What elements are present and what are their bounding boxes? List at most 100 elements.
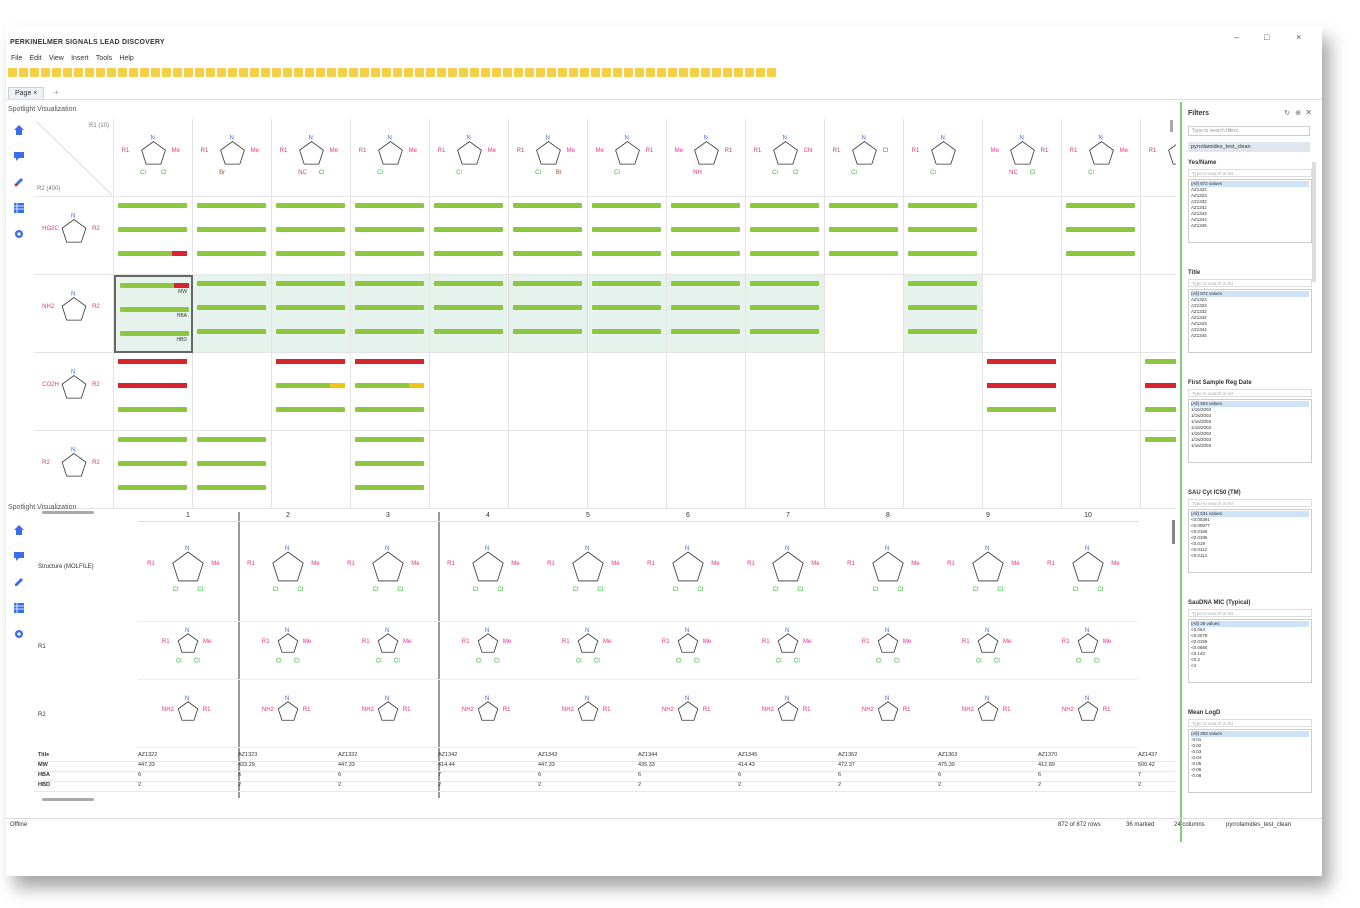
toolbar-button-icon[interactable]: [195, 68, 204, 77]
filter-list-item[interactable]: <0.019: [1191, 541, 1205, 546]
toolbar-button-icon[interactable]: [503, 68, 512, 77]
toolbar-button-icon[interactable]: [74, 68, 83, 77]
toolbar-button-icon[interactable]: [85, 68, 94, 77]
filter-list-item[interactable]: 1/16/2003: [1191, 413, 1212, 418]
toolbar-button-icon[interactable]: [250, 68, 259, 77]
grid-cell[interactable]: [746, 431, 825, 509]
grid-cell[interactable]: [983, 275, 1062, 353]
grid-cell[interactable]: [746, 275, 825, 353]
grid-cell[interactable]: [114, 353, 193, 431]
grid-cell[interactable]: [1062, 353, 1141, 431]
horizontal-scrollbar[interactable]: [42, 511, 94, 514]
grid-cell[interactable]: [825, 197, 904, 275]
grid-cell[interactable]: [1141, 197, 1176, 275]
filter-list-all[interactable]: (All) 293 values: [1191, 731, 1309, 737]
bottom-cell[interactable]: N R1 Me Cl Cl: [1038, 616, 1138, 680]
toolbar-button-icon[interactable]: [393, 68, 402, 77]
grid-cell[interactable]: [904, 431, 983, 509]
filter-list-item[interactable]: <0.0195: [1191, 535, 1208, 540]
table-icon[interactable]: [13, 202, 25, 214]
vertical-scrollbar-bottom[interactable]: [1172, 520, 1175, 544]
bottom-cell[interactable]: N R1 Me Cl Cl: [638, 522, 738, 622]
filter-list-item[interactable]: AZ1344: [1191, 217, 1207, 222]
menu-edit[interactable]: Edit: [29, 55, 42, 62]
bottom-cell[interactable]: N R1 Me Cl Cl: [538, 522, 638, 622]
toolbar-button-icon[interactable]: [569, 68, 578, 77]
toolbar-button-icon[interactable]: [52, 68, 61, 77]
grid-cell[interactable]: [588, 275, 667, 353]
column-header[interactable]: N R1 Me Cl: [430, 119, 509, 197]
toolbar-button-icon[interactable]: [239, 68, 248, 77]
toolbar-button-icon[interactable]: [30, 68, 39, 77]
pin-icon[interactable]: ⊕: [1295, 110, 1301, 117]
bottom-cell[interactable]: N R1 Me Cl Cl: [238, 616, 338, 680]
toolbar-button-icon[interactable]: [668, 68, 677, 77]
home-icon[interactable]: [13, 124, 25, 136]
bottom-column-header[interactable]: 8: [838, 512, 938, 522]
bottom-cell[interactable]: N R1 Me Cl Cl: [438, 616, 538, 680]
bottom-column-header[interactable]: 5: [538, 512, 638, 522]
filter-list-all[interactable]: (All) 872 values: [1191, 181, 1309, 187]
toolbar-button-icon[interactable]: [118, 68, 127, 77]
toolbar-button-icon[interactable]: [107, 68, 116, 77]
toolbar-button-icon[interactable]: [547, 68, 556, 77]
toolbar-button-icon[interactable]: [448, 68, 457, 77]
grid-cell[interactable]: [983, 197, 1062, 275]
bottom-cell[interactable]: N R1 Me Cl Cl: [338, 522, 438, 622]
grid-cell[interactable]: [114, 197, 193, 275]
bottom-cell[interactable]: N R1 Me Cl Cl: [738, 616, 838, 680]
column-header[interactable]: N R1 Me Cl Cl: [114, 119, 193, 197]
bottom-column-header[interactable]: 9: [938, 512, 1038, 522]
grid-cell[interactable]: [351, 431, 430, 509]
toolbar-button-icon[interactable]: [228, 68, 237, 77]
column-header[interactable]: NR1: [1141, 119, 1176, 197]
toolbar-button-icon[interactable]: [745, 68, 754, 77]
column-header[interactable]: N R1 Me Br: [193, 119, 272, 197]
grid-cell[interactable]: [193, 431, 272, 509]
grid-cell[interactable]: [430, 431, 509, 509]
bottom-cell[interactable]: N NH2 R1: [138, 684, 238, 748]
filter-list-item[interactable]: 1/16/2003: [1191, 419, 1212, 424]
filter-table-tag[interactable]: pyrrolamides_test_clean: [1188, 142, 1310, 152]
toolbar-button-icon[interactable]: [635, 68, 644, 77]
grid-cell[interactable]: [114, 431, 193, 509]
filter-list-all[interactable]: (All) 531 values: [1191, 511, 1309, 517]
column-header[interactable]: N R1 Cl: [904, 119, 983, 197]
bottom-cell[interactable]: N R1 Me Cl Cl: [938, 522, 1038, 622]
toolbar-button-icon[interactable]: [723, 68, 732, 77]
bottom-column-header[interactable]: 10: [1038, 512, 1138, 522]
filter-list-item[interactable]: AZ1322: [1191, 187, 1207, 192]
filter-list-item[interactable]: <0.0112: [1191, 547, 1208, 552]
toolbar-button-icon[interactable]: [602, 68, 611, 77]
toolbar-button-icon[interactable]: [690, 68, 699, 77]
toolbar-button-icon[interactable]: [41, 68, 50, 77]
bottom-column-header[interactable]: 4: [438, 512, 538, 522]
grid-cell[interactable]: [904, 197, 983, 275]
filter-list-item[interactable]: <0.143: [1191, 651, 1205, 656]
bottom-cell[interactable]: N R1 Me Cl Cl: [838, 522, 938, 622]
row-header[interactable]: N HO2C R2: [34, 197, 114, 275]
filter-group-title[interactable]: Mean LogD: [1188, 710, 1221, 716]
vertical-scrollbar-top[interactable]: [1170, 120, 1173, 132]
grid-cell[interactable]: [746, 353, 825, 431]
filter-list-item[interactable]: AZ1332: [1191, 199, 1207, 204]
filter-list-all[interactable]: (All) 563 values: [1191, 401, 1309, 407]
filter-search-input[interactable]: Type to search filters: [1188, 126, 1310, 136]
grid-cell[interactable]: [509, 197, 588, 275]
grid-cell[interactable]: [667, 353, 746, 431]
filter-list-item[interactable]: AZ1343: [1191, 211, 1207, 216]
filter-group-search[interactable]: Type to search in list: [1188, 279, 1312, 287]
toolbar-button-icon[interactable]: [371, 68, 380, 77]
tab-page[interactable]: Page ×: [8, 87, 45, 99]
toolbar-button-icon[interactable]: [206, 68, 215, 77]
menu-view[interactable]: View: [48, 55, 64, 62]
grid-cell[interactable]: [746, 197, 825, 275]
edit-icon[interactable]: [13, 576, 25, 588]
filter-list-item[interactable]: 1/16/2003: [1191, 431, 1212, 436]
toolbar-button-icon[interactable]: [305, 68, 314, 77]
toolbar-button-icon[interactable]: [514, 68, 523, 77]
menu-help[interactable]: Help: [119, 55, 134, 62]
filter-list-item[interactable]: AZ1342: [1191, 315, 1207, 320]
bottom-cell[interactable]: N NH2 R1: [538, 684, 638, 748]
filter-group-title[interactable]: SAU Cyt IC50 (TM): [1188, 490, 1241, 496]
